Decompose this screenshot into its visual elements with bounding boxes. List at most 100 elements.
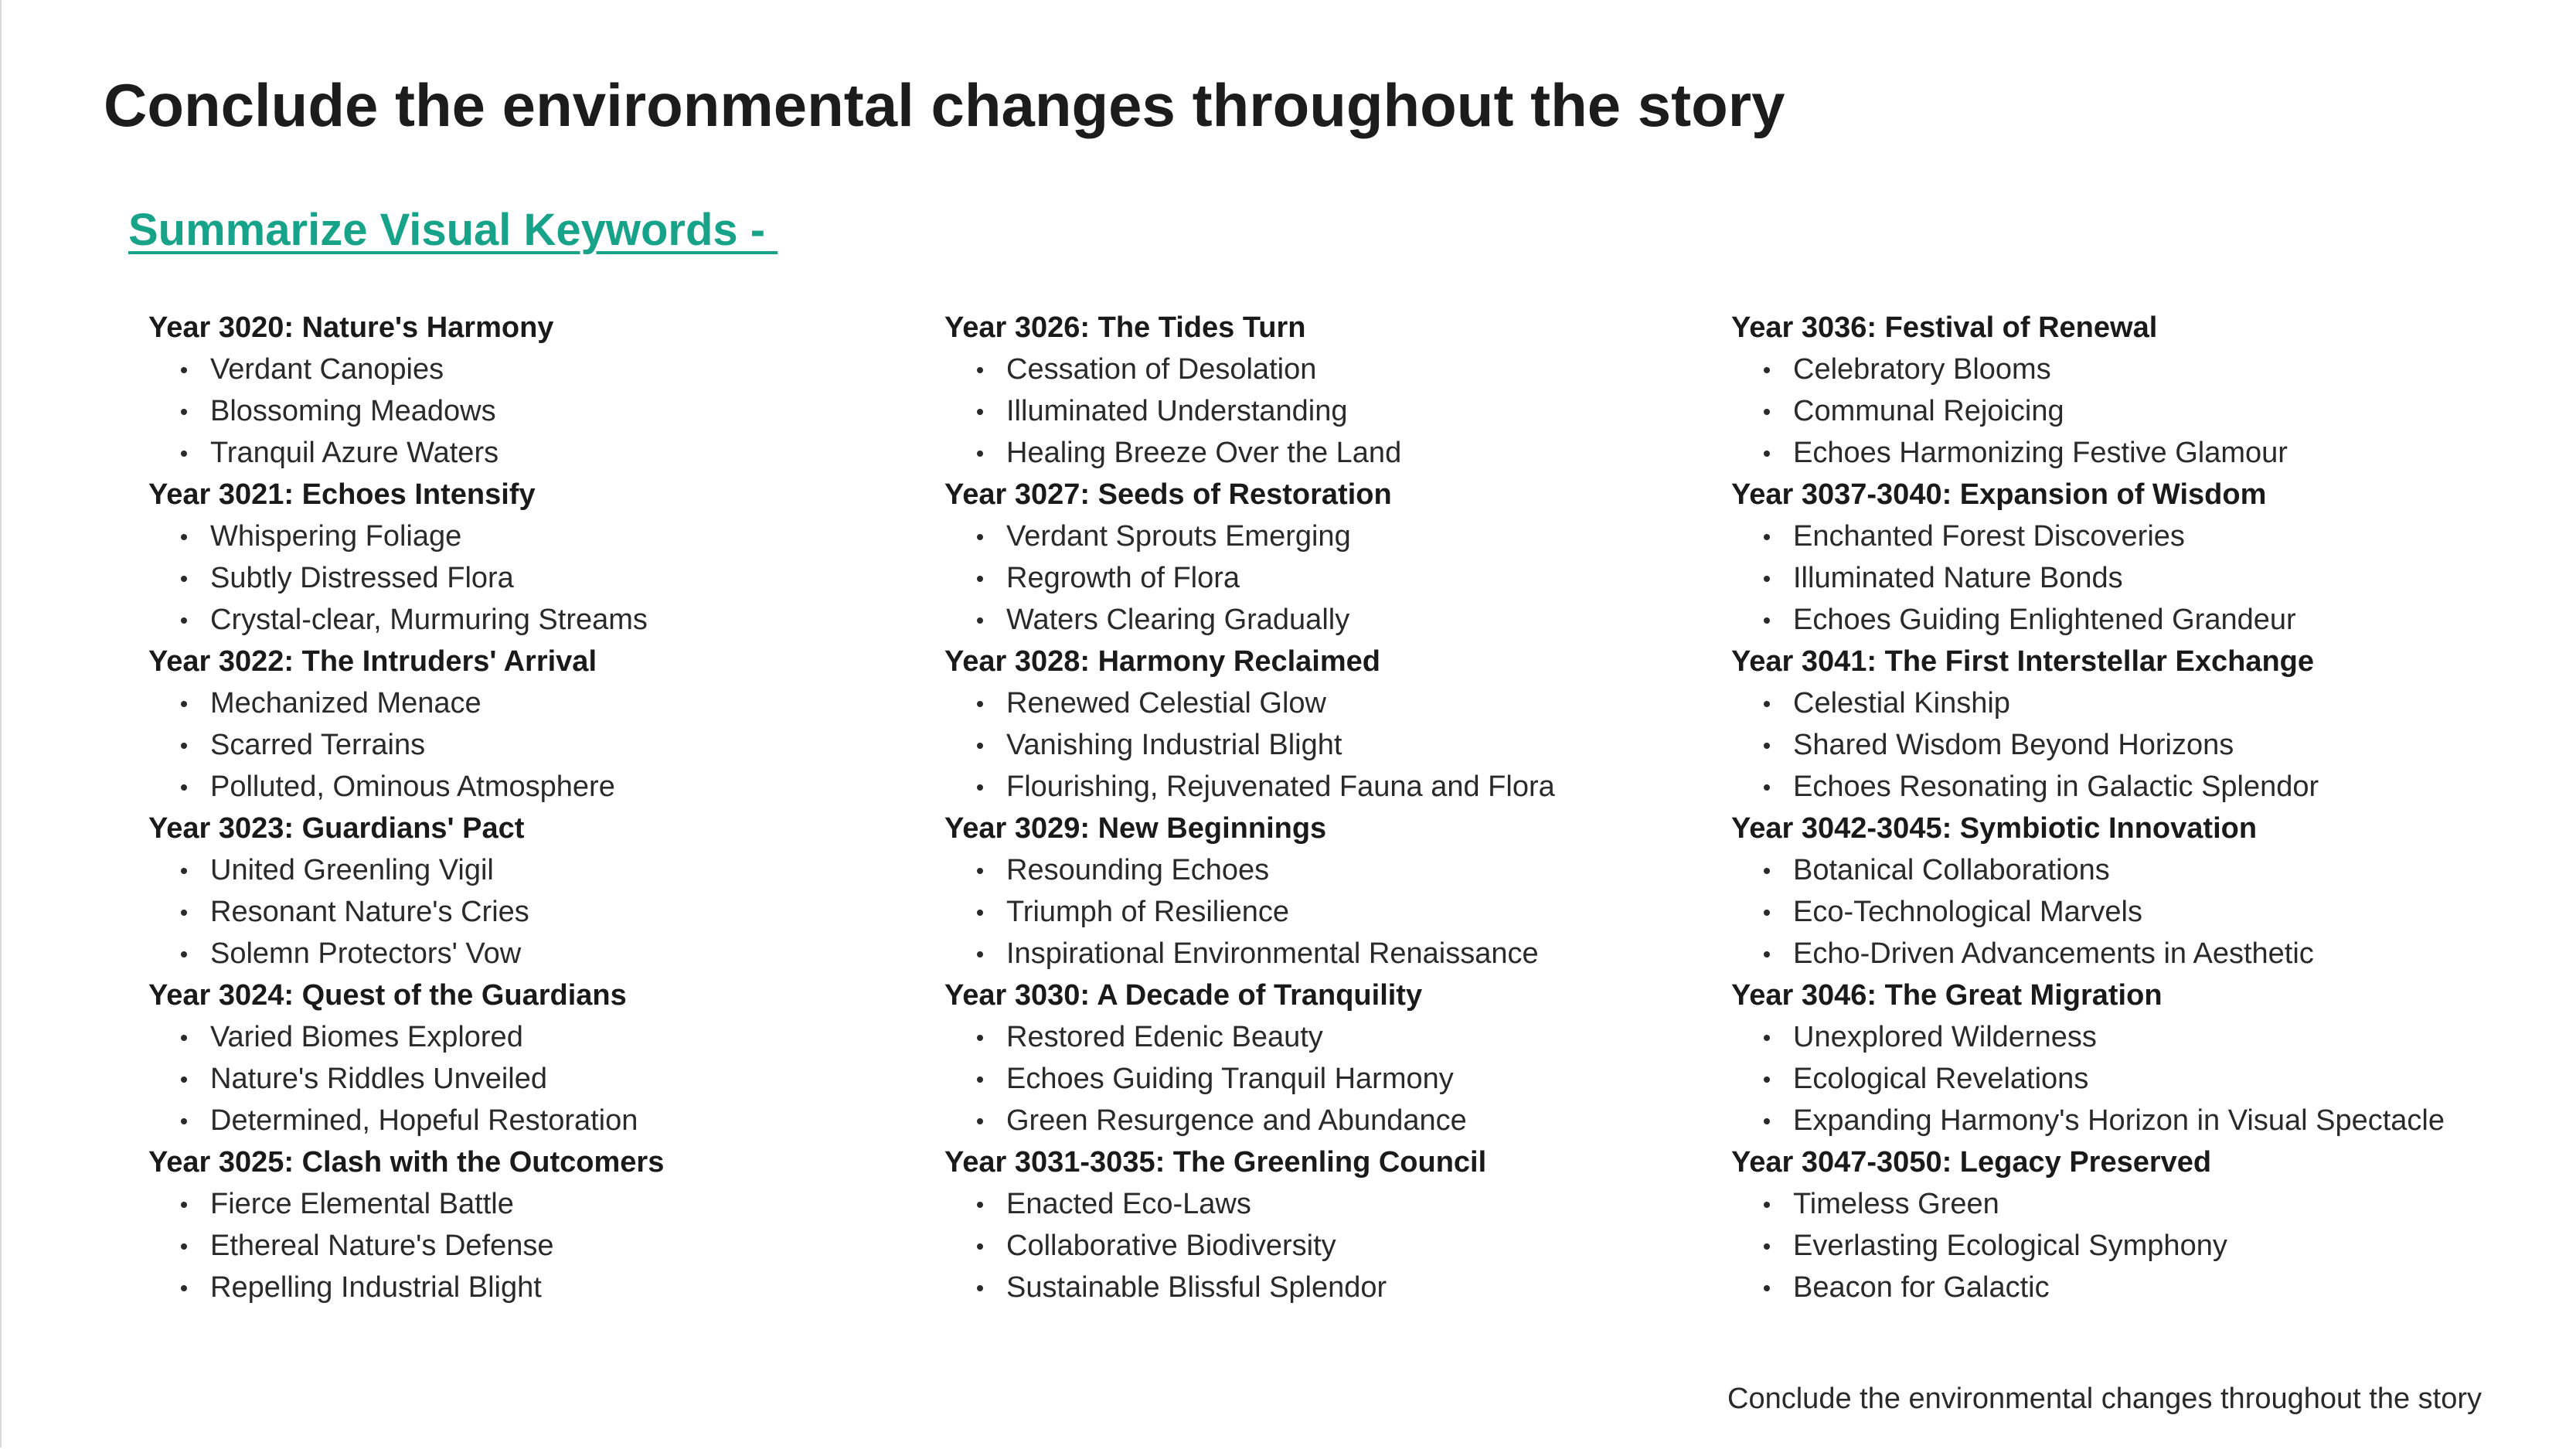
section-heading[interactable]: Summarize Visual Keywords - xyxy=(128,205,778,255)
keyword-list: Whispering Foliage Subtly Distressed Flor… xyxy=(148,515,664,641)
keyword-item: Polluted, Ominous Atmosphere xyxy=(148,766,664,808)
bullet-icon xyxy=(181,784,187,791)
bullet-icon xyxy=(1764,451,1770,457)
keyword-list: Enacted Eco-Laws Collaborative Biodiversi… xyxy=(944,1183,1555,1308)
year-block: Year 3042-3045: Symbiotic Innovation Bota… xyxy=(1731,808,2445,975)
keyword-list: Resounding Echoes Triumph of Resilience In… xyxy=(944,849,1555,975)
keyword-item: Regrowth of Flora xyxy=(944,557,1555,599)
bullet-icon xyxy=(181,1077,187,1083)
keyword-list: Renewed Celestial Glow Vanishing Industri… xyxy=(944,682,1555,808)
keyword-item: Expanding Harmony's Horizon in Visual Sp… xyxy=(1731,1100,2445,1141)
year-title: Year 3041: The First Interstellar Exchan… xyxy=(1731,645,2315,678)
bullet-icon xyxy=(1764,1118,1770,1124)
keyword-list: Verdant Canopies Blossoming Meadows Tranqu… xyxy=(148,349,664,474)
keyword-item: Resonant Nature's Cries xyxy=(148,891,664,933)
bullet-icon xyxy=(977,1202,983,1208)
bullet-icon xyxy=(1764,1285,1770,1291)
keyword-text: Illuminated Understanding xyxy=(1006,395,1348,427)
bullet-icon xyxy=(181,1035,187,1041)
keyword-item: Varied Biomes Explored xyxy=(148,1016,664,1058)
bullet-icon xyxy=(977,1118,983,1124)
keyword-text: Unexplored Wilderness xyxy=(1793,1021,2097,1053)
year-block: Year 3022: The Intruders' Arrival Mechani… xyxy=(148,641,664,808)
keyword-text: Waters Clearing Gradually xyxy=(1006,604,1350,636)
bullet-icon xyxy=(977,701,983,707)
keyword-text: Celebratory Blooms xyxy=(1793,353,2051,386)
bullet-icon xyxy=(1764,1243,1770,1250)
keyword-text: Scarred Terrains xyxy=(210,729,426,761)
keyword-item: Echoes Guiding Enlightened Grandeur xyxy=(1731,599,2445,641)
bullet-icon xyxy=(181,1118,187,1124)
keyword-item: Enchanted Forest Discoveries xyxy=(1731,515,2445,557)
keyword-item: Eco-Technological Marvels xyxy=(1731,891,2445,933)
keyword-text: Resounding Echoes xyxy=(1006,854,1270,886)
year-title: Year 3031-3035: The Greenling Council xyxy=(944,1146,1487,1179)
keyword-text: Regrowth of Flora xyxy=(1006,562,1240,594)
keyword-text: Flourishing, Rejuvenated Fauna and Flora xyxy=(1006,770,1555,803)
keyword-list: Celestial Kinship Shared Wisdom Beyond Ho… xyxy=(1731,682,2445,808)
bullet-icon xyxy=(181,910,187,916)
bullet-icon xyxy=(977,409,983,415)
keyword-item: Verdant Canopies xyxy=(148,349,664,390)
keyword-text: Mechanized Menace xyxy=(210,687,482,719)
page-title: Conclude the environmental changes throu… xyxy=(104,71,1785,139)
keyword-text: Communal Rejoicing xyxy=(1793,395,2064,427)
keyword-text: Ecological Revelations xyxy=(1793,1063,2089,1095)
keyword-text: Celestial Kinship xyxy=(1793,687,2010,719)
keyword-text: Polluted, Ominous Atmosphere xyxy=(210,770,615,803)
bullet-icon xyxy=(181,701,187,707)
bullet-icon xyxy=(977,1035,983,1041)
keyword-text: Timeless Green xyxy=(1793,1188,1999,1220)
bullet-icon xyxy=(1764,868,1770,874)
bullet-icon xyxy=(181,1202,187,1208)
bullet-icon xyxy=(1764,951,1770,957)
keyword-text: Collaborative Biodiversity xyxy=(1006,1230,1336,1262)
bullet-icon xyxy=(977,784,983,791)
keyword-text: Expanding Harmony's Horizon in Visual Sp… xyxy=(1793,1104,2445,1137)
timeline-column-3: Year 3036: Festival of Renewal Celebrator… xyxy=(1731,307,2445,1308)
bullet-icon xyxy=(977,951,983,957)
keyword-text: Inspirational Environmental Renaissance xyxy=(1006,937,1539,970)
bullet-icon xyxy=(1764,617,1770,624)
keyword-text: Echoes Resonating in Galactic Splendor xyxy=(1793,770,2319,803)
keyword-item: Echoes Harmonizing Festive Glamour xyxy=(1731,432,2445,474)
bullet-icon xyxy=(1764,1077,1770,1083)
year-block: Year 3041: The First Interstellar Exchan… xyxy=(1731,641,2445,808)
bullet-icon xyxy=(181,534,187,540)
keyword-text: Restored Edenic Beauty xyxy=(1006,1021,1323,1053)
keyword-item: Shared Wisdom Beyond Horizons xyxy=(1731,724,2445,766)
keyword-item: Repelling Industrial Blight xyxy=(148,1267,664,1308)
bullet-icon xyxy=(1764,1035,1770,1041)
year-title: Year 3046: The Great Migration xyxy=(1731,979,2163,1012)
year-title: Year 3026: The Tides Turn xyxy=(944,311,1306,344)
keyword-list: Unexplored Wilderness Ecological Revelati… xyxy=(1731,1016,2445,1141)
keyword-item: Celebratory Blooms xyxy=(1731,349,2445,390)
keyword-list: Varied Biomes Explored Nature's Riddles U… xyxy=(148,1016,664,1141)
bullet-icon xyxy=(977,451,983,457)
bullet-icon xyxy=(977,367,983,373)
bullet-icon xyxy=(977,868,983,874)
keyword-item: Subtly Distressed Flora xyxy=(148,557,664,599)
keyword-text: Fierce Elemental Battle xyxy=(210,1188,514,1220)
keyword-text: Vanishing Industrial Blight xyxy=(1006,729,1342,761)
keyword-item: Everlasting Ecological Symphony xyxy=(1731,1225,2445,1267)
keyword-list: Restored Edenic Beauty Echoes Guiding Tra… xyxy=(944,1016,1555,1141)
bullet-icon xyxy=(977,1243,983,1250)
keyword-item: Celestial Kinship xyxy=(1731,682,2445,724)
year-block: Year 3046: The Great Migration Unexplored… xyxy=(1731,975,2445,1141)
keyword-item: Scarred Terrains xyxy=(148,724,664,766)
keyword-text: Enchanted Forest Discoveries xyxy=(1793,520,2185,553)
year-title: Year 3025: Clash with the Outcomers xyxy=(148,1146,665,1179)
year-block: Year 3027: Seeds of Restoration Verdant S… xyxy=(944,474,1555,641)
keyword-text: Shared Wisdom Beyond Horizons xyxy=(1793,729,2234,761)
keyword-item: Resounding Echoes xyxy=(944,849,1555,891)
keyword-list: Botanical Collaborations Eco-Technologica… xyxy=(1731,849,2445,975)
year-block: Year 3029: New Beginnings Resounding Echo… xyxy=(944,808,1555,975)
keyword-item: Whispering Foliage xyxy=(148,515,664,557)
bullet-icon xyxy=(1764,534,1770,540)
keyword-item: Beacon for Galactic xyxy=(1731,1267,2445,1308)
bullet-icon xyxy=(977,1077,983,1083)
keyword-text: Green Resurgence and Abundance xyxy=(1006,1104,1467,1137)
keyword-item: Crystal-clear, Murmuring Streams xyxy=(148,599,664,641)
